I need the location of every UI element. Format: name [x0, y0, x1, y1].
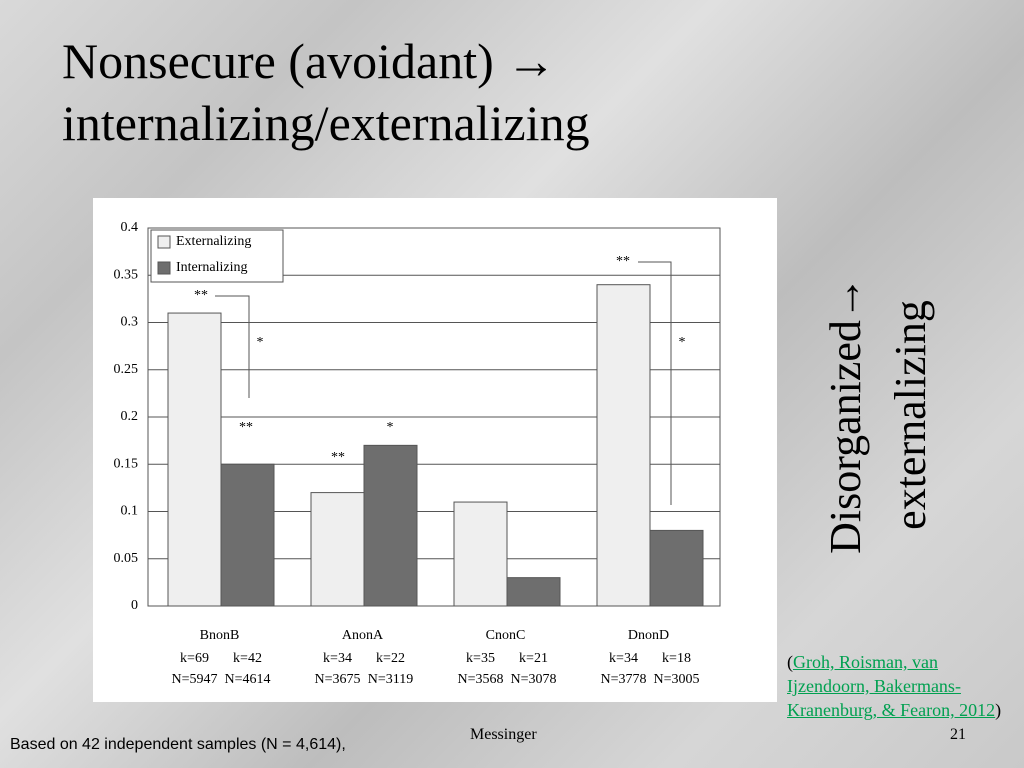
legend-swatch	[157, 261, 171, 275]
title-line: Nonsecure (avoidant) →	[62, 33, 557, 89]
y-tick-label: 0	[131, 598, 138, 613]
author: Messinger	[470, 726, 537, 743]
y-tick-label: 0.25	[114, 362, 139, 377]
sample-k: k=34	[609, 651, 638, 666]
chart: 0 0.05 0.1 0.15 0.2 0.25 0.3 0.35 0.4 BnonB k=69 N=…	[93, 198, 777, 702]
x-tick-label: AnonA	[342, 628, 384, 643]
side-note-line: externalizing	[886, 300, 935, 530]
citation-close: )	[995, 700, 1002, 720]
side-note-line: Disorganized→	[821, 276, 870, 554]
annotation: *	[679, 335, 686, 350]
citation-open: (	[787, 652, 793, 672]
sample-k: k=22	[376, 651, 405, 666]
side-note: Disorganized→ externalizing	[821, 276, 935, 554]
bar	[167, 312, 222, 607]
slide-number: 21	[950, 726, 966, 743]
annotation: **	[194, 288, 208, 303]
bracket	[215, 295, 250, 398]
footnote: Based on 42 independent samples (N = 4,6…	[10, 736, 346, 753]
y-tick-label: 0.35	[114, 267, 139, 282]
sample-n: N=3005	[653, 672, 699, 687]
bar	[506, 577, 561, 607]
bar	[220, 463, 275, 607]
x-tick-label: CnonC	[486, 628, 526, 643]
sample-k: k=69	[180, 651, 209, 666]
annotation: *	[257, 335, 264, 350]
sample-n: N=3675	[314, 672, 360, 687]
y-tick-label: 0.15	[114, 456, 139, 471]
bar	[310, 492, 365, 607]
title-line: internalizing/externalizing	[62, 95, 590, 151]
legend-swatch	[157, 235, 171, 249]
bar	[453, 501, 508, 607]
sample-n: N=3778	[600, 672, 646, 687]
y-tick-label: 0.1	[121, 504, 139, 519]
y-tick-label: 0.3	[121, 315, 139, 330]
legend-label: Internalizing	[176, 260, 248, 275]
citation: (Groh, Roisman, van Ijzendoorn, Bakerman…	[787, 650, 1017, 722]
sample-n: N=5947	[171, 672, 217, 687]
sample-k: k=18	[662, 651, 691, 666]
sample-k: k=34	[323, 651, 352, 666]
sample-n: N=3119	[368, 672, 414, 687]
y-tick-label: 0.2	[121, 409, 139, 424]
sample-k: k=21	[519, 651, 548, 666]
sample-n: N=4614	[224, 672, 270, 687]
legend-label: Externalizing	[176, 234, 251, 249]
sample-k: k=35	[466, 651, 495, 666]
bar	[649, 529, 704, 607]
annotation: **	[331, 450, 345, 465]
legend	[150, 229, 284, 283]
bar	[596, 284, 651, 607]
annotation: **	[239, 420, 253, 435]
bracket	[638, 261, 672, 505]
citation-link[interactable]: Groh, Roisman, van Ijzendoorn, Bakermans…	[787, 652, 996, 720]
x-tick-label: BnonB	[200, 628, 240, 643]
annotation: *	[387, 420, 394, 435]
y-tick-label: 0.05	[114, 551, 139, 566]
plot-border	[147, 227, 721, 607]
sample-n: N=3568	[457, 672, 503, 687]
annotation: **	[616, 254, 630, 269]
bar	[363, 444, 418, 607]
x-tick-label: DnonD	[628, 628, 669, 643]
y-tick-label: 0.4	[121, 220, 139, 235]
sample-n: N=3078	[510, 672, 556, 687]
sample-k: k=42	[233, 651, 262, 666]
slide-title: Nonsecure (avoidant) → internalizing/ext…	[62, 30, 590, 154]
